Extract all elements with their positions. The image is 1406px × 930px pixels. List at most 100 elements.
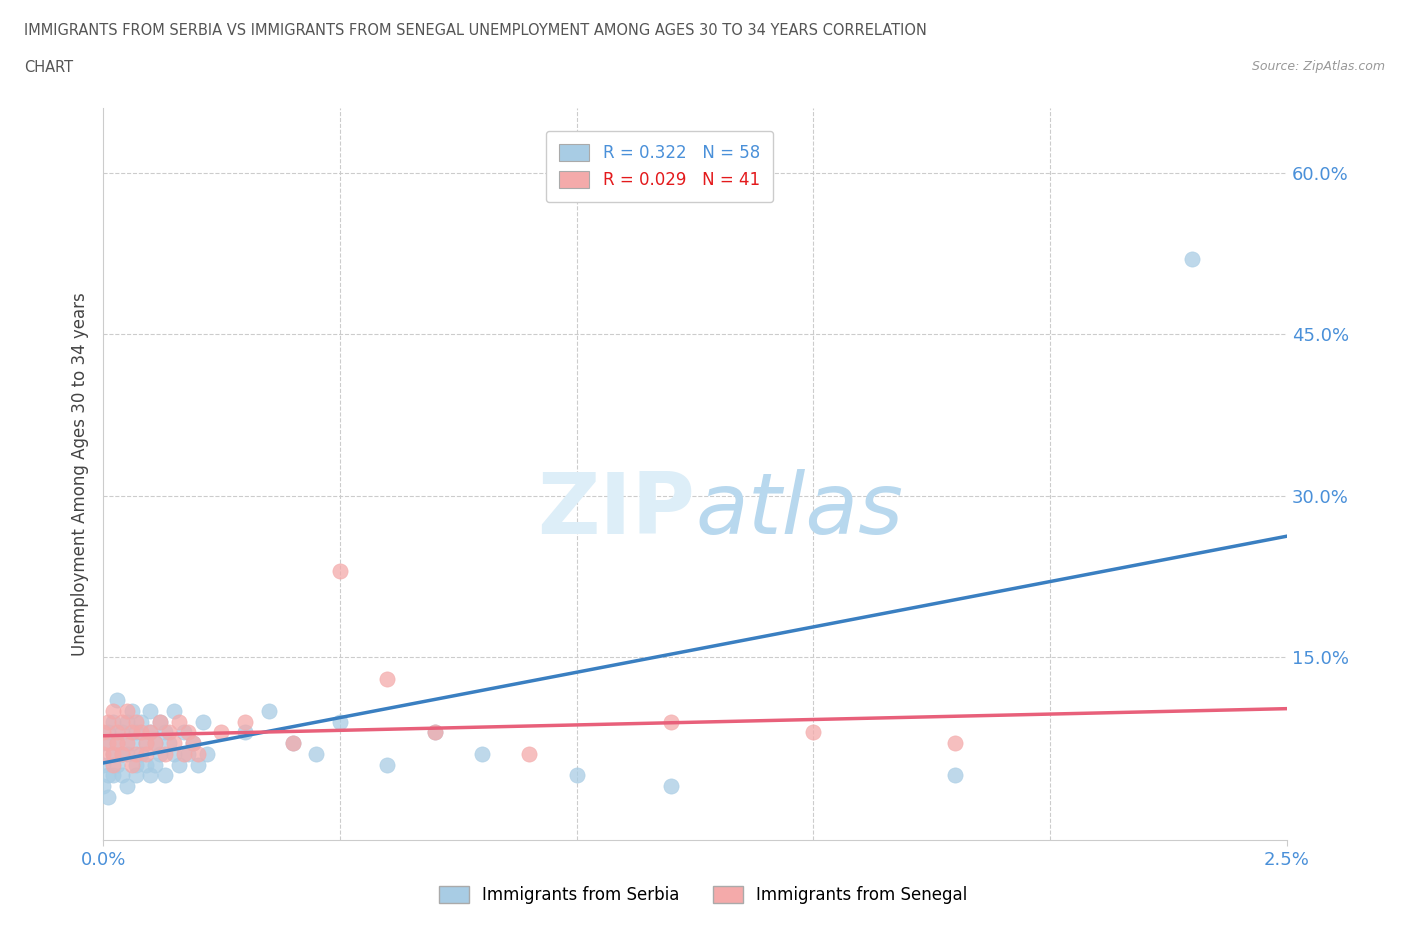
Point — [945, 768, 967, 783]
Point — [211, 725, 233, 740]
Point — [177, 747, 200, 762]
Point — [173, 725, 195, 740]
Point — [125, 768, 148, 783]
Point — [139, 768, 162, 783]
Point — [97, 768, 120, 783]
Point — [101, 703, 124, 718]
Point — [111, 768, 134, 783]
Point — [143, 757, 166, 772]
Point — [195, 747, 218, 762]
Point — [129, 747, 152, 762]
Point — [281, 736, 304, 751]
Point — [305, 747, 328, 762]
Text: atlas: atlas — [695, 469, 903, 552]
Point — [471, 747, 494, 762]
Point — [111, 747, 134, 762]
Point — [111, 747, 134, 762]
Point — [139, 725, 162, 740]
Point — [105, 757, 128, 772]
Point — [187, 757, 209, 772]
Point — [181, 736, 204, 751]
Point — [97, 714, 120, 729]
Point — [375, 757, 398, 772]
Point — [97, 790, 120, 804]
Point — [91, 778, 114, 793]
Point — [135, 757, 157, 772]
Point — [101, 768, 124, 783]
Point — [163, 736, 186, 751]
Point — [191, 714, 214, 729]
Point — [153, 725, 176, 740]
Point — [105, 725, 128, 740]
Point — [97, 736, 120, 751]
Point — [153, 747, 176, 762]
Point — [115, 703, 138, 718]
Point — [143, 736, 166, 751]
Text: Source: ZipAtlas.com: Source: ZipAtlas.com — [1251, 60, 1385, 73]
Point — [945, 736, 967, 751]
Point — [121, 703, 143, 718]
Point — [329, 564, 352, 578]
Point — [135, 736, 157, 751]
Point — [105, 736, 128, 751]
Point — [101, 747, 124, 762]
Point — [187, 747, 209, 762]
Point — [233, 714, 256, 729]
Point — [91, 736, 114, 751]
Point — [101, 714, 124, 729]
Text: CHART: CHART — [24, 60, 73, 75]
Point — [121, 757, 143, 772]
Point — [115, 747, 138, 762]
Point — [423, 725, 446, 740]
Point — [281, 736, 304, 751]
Point — [125, 747, 148, 762]
Point — [101, 757, 124, 772]
Point — [129, 714, 152, 729]
Point — [143, 736, 166, 751]
Point — [517, 747, 540, 762]
Point — [125, 757, 148, 772]
Point — [157, 725, 180, 740]
Point — [659, 714, 682, 729]
Point — [565, 768, 588, 783]
Y-axis label: Unemployment Among Ages 30 to 34 years: Unemployment Among Ages 30 to 34 years — [72, 292, 89, 656]
Point — [149, 747, 172, 762]
Point — [129, 725, 152, 740]
Legend: R = 0.322   N = 58, R = 0.029   N = 41: R = 0.322 N = 58, R = 0.029 N = 41 — [546, 131, 773, 203]
Point — [167, 757, 190, 772]
Point — [375, 671, 398, 686]
Point — [121, 736, 143, 751]
Point — [163, 703, 186, 718]
Point — [105, 736, 128, 751]
Point — [115, 736, 138, 751]
Point — [167, 714, 190, 729]
Point — [97, 725, 120, 740]
Point — [173, 747, 195, 762]
Point — [91, 725, 114, 740]
Point — [1181, 251, 1204, 266]
Point — [177, 725, 200, 740]
Text: IMMIGRANTS FROM SERBIA VS IMMIGRANTS FROM SENEGAL UNEMPLOYMENT AMONG AGES 30 TO : IMMIGRANTS FROM SERBIA VS IMMIGRANTS FRO… — [24, 23, 927, 38]
Point — [125, 714, 148, 729]
Point — [101, 747, 124, 762]
Point — [135, 736, 157, 751]
Point — [801, 725, 824, 740]
Point — [105, 693, 128, 708]
Point — [111, 725, 134, 740]
Point — [125, 725, 148, 740]
Point — [163, 747, 186, 762]
Point — [139, 725, 162, 740]
Point — [135, 747, 157, 762]
Point — [115, 714, 138, 729]
Point — [257, 703, 280, 718]
Point — [181, 736, 204, 751]
Point — [115, 778, 138, 793]
Point — [329, 714, 352, 729]
Point — [139, 703, 162, 718]
Point — [423, 725, 446, 740]
Legend: Immigrants from Serbia, Immigrants from Senegal: Immigrants from Serbia, Immigrants from … — [426, 872, 980, 917]
Point — [149, 714, 172, 729]
Point — [233, 725, 256, 740]
Point — [111, 714, 134, 729]
Point — [91, 747, 114, 762]
